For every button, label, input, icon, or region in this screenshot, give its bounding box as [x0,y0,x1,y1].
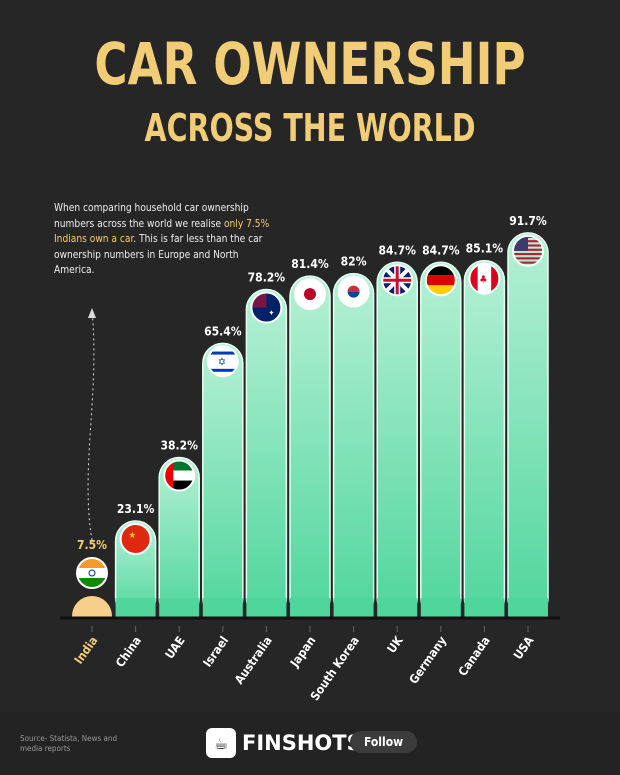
value-label: 81.4% [291,257,329,271]
bar-chart: 7.5% India ★ 23.1% China 38.2% UAE ✡ 65.4% Israel… [60,214,560,703]
footer: Source- Statista, News and media reports… [0,712,620,775]
value-label: 82% [341,255,367,269]
subtitle: ACROSS THE WORLD [144,106,476,150]
value-label: 84.7% [422,243,460,257]
uae-flag-icon [164,460,195,491]
follow-button[interactable]: Follow [350,731,418,753]
india-flag-icon [77,558,107,588]
bar-uk [376,261,418,619]
flag-ring [119,522,152,555]
bar-canada [463,259,506,619]
flag-ring [206,345,239,378]
category-label: Germany [406,634,449,687]
flag-ring [294,278,326,311]
category-label: Australia [232,634,275,687]
germany-flag-icon [425,265,456,296]
flag-ring [163,459,196,492]
title: CAR OWNERSHIP [94,30,526,98]
source-note: Source- Statista, News and media reports [20,734,118,753]
value-label: 78.2% [248,271,286,285]
category-label: UAE [162,634,187,662]
flag-ring [381,264,414,297]
finshots-logo[interactable]: ☕ FINSHOTS [206,728,362,758]
note-highlight: only 7.5% Indians own a car [54,216,270,246]
svg-text:★: ★ [129,531,136,541]
flag-ring [76,557,108,589]
flag-ring [512,234,544,267]
note-text: When comparing household car ownership n… [54,201,249,230]
value-label: 38.2% [160,439,198,453]
flag-ring [250,291,283,324]
bar-usa [507,232,549,619]
value-label: 23.1% [117,502,155,516]
cup-icon: ☕ [206,728,236,758]
bar-south-korea [332,272,375,619]
category-label: India [72,634,101,667]
bar-germany [420,261,462,619]
svg-text:✡: ✡ [218,355,226,368]
category-label: Israel [200,634,231,670]
svg-text:✦: ✦ [268,309,274,318]
category-label: China [113,634,144,670]
category-label: Japan [287,634,319,671]
category-label: USA [511,633,537,662]
brand-name: FINSHOTS [242,731,362,755]
bar-israel [202,342,244,619]
value-label: 85.1% [466,242,504,256]
bar-australia [245,288,288,619]
value-label: 65.4% [204,324,242,338]
note-text-end: . This is far less than the car ownershi… [54,232,263,276]
value-label: 7.5% [77,538,107,552]
flag-ring [424,264,457,297]
arrow-head-icon [88,308,96,318]
category-label: Canada [455,634,492,679]
annotation: When comparing household car ownership n… [54,200,275,278]
bar-japan [289,275,331,619]
flag-ring [337,275,370,308]
category-label: UK [384,633,406,656]
annotation-arrow [87,311,95,541]
value-label: 84.7% [378,243,416,257]
bar-india [72,596,112,618]
svg-text:♣: ♣ [479,275,487,286]
usa-flag-icon [513,235,543,264]
flag-ring [468,262,501,295]
value-label: 91.7% [509,214,547,228]
